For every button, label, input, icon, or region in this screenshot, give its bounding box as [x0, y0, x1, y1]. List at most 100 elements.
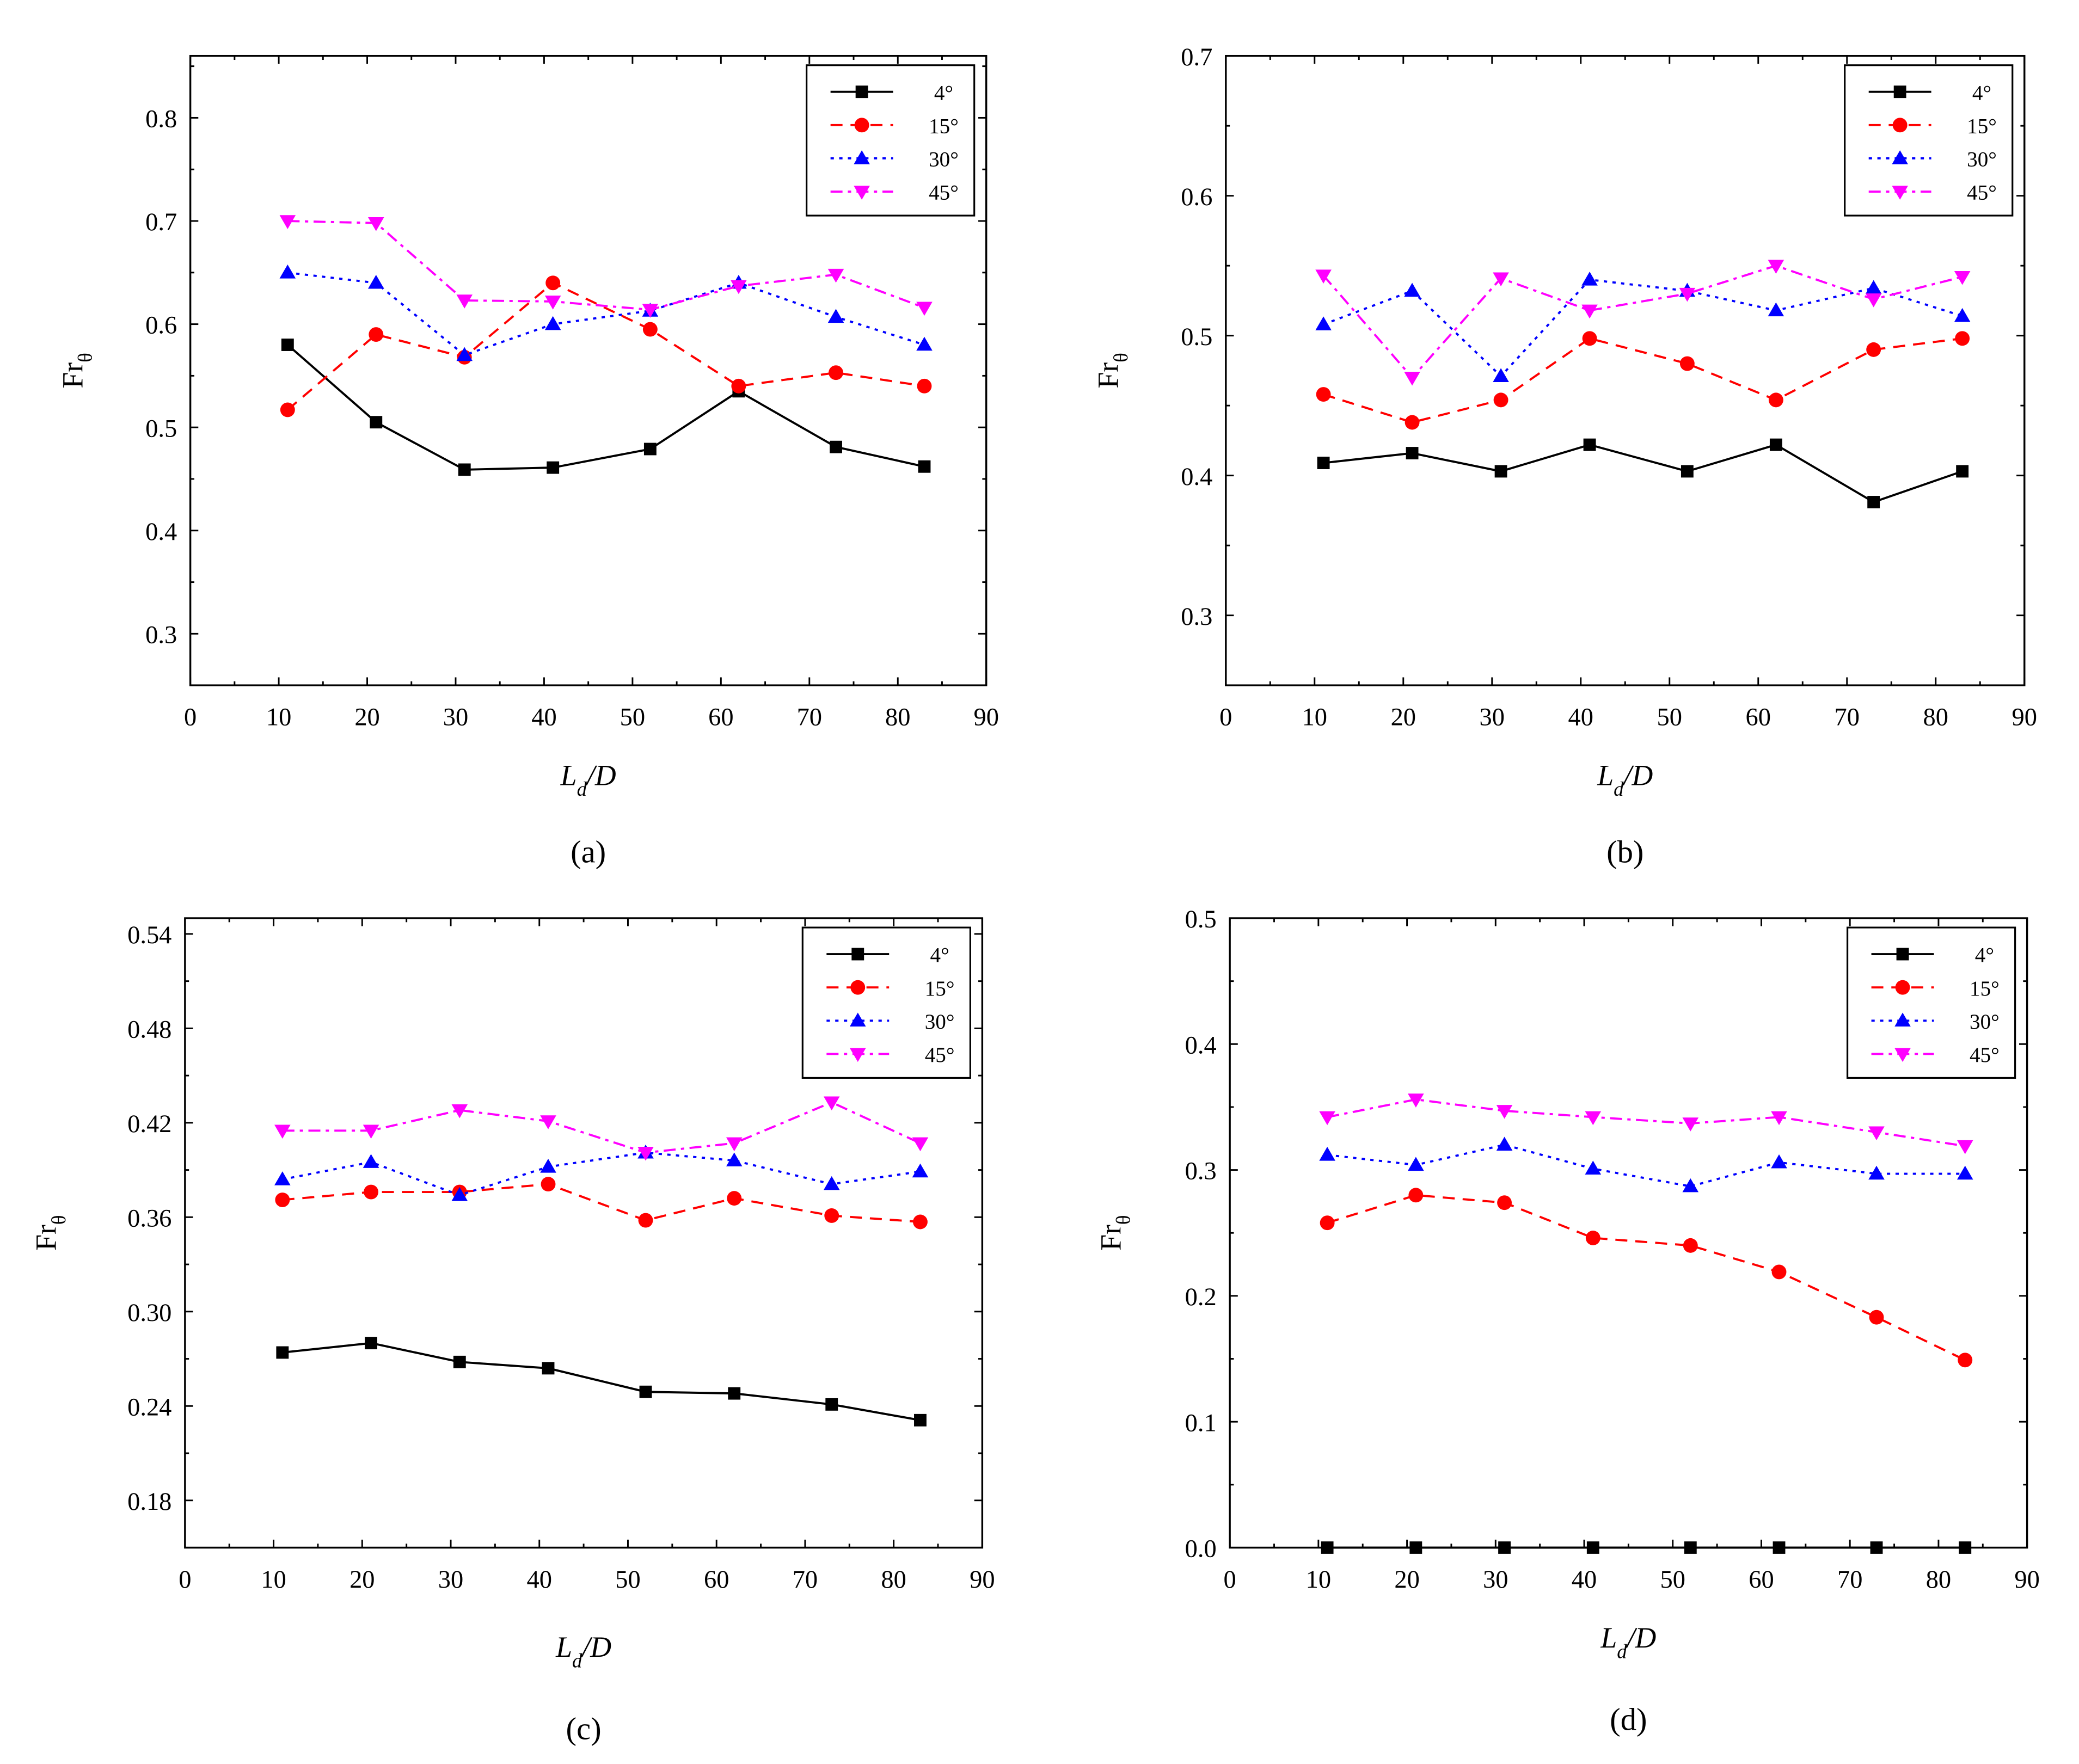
data-point [280, 402, 295, 417]
data-point [913, 1214, 928, 1230]
legend-label: 30° [925, 1010, 955, 1034]
data-point [542, 1362, 555, 1375]
x-tick-label: 10 [1306, 1566, 1331, 1594]
x-tick-label: 70 [1837, 1566, 1862, 1594]
legend-label: 15° [1970, 977, 2000, 1000]
x-tick-label: 80 [1923, 703, 1948, 731]
x-tick-label: 50 [1660, 1566, 1685, 1594]
data-point [731, 280, 747, 294]
data-point [728, 1387, 741, 1400]
data-point [1493, 272, 1509, 287]
data-point [456, 347, 473, 361]
data-point [1769, 438, 1782, 451]
series-4 [279, 215, 933, 318]
chart-panel-2: 0 10 20 30 40 50 60 70 80 90 0.3 0.4 0.5 0.6 0.7 Ld/D Fr… [1092, 44, 2037, 870]
data-point [1404, 282, 1420, 297]
x-tick-label: 80 [881, 1566, 906, 1594]
series-1 [281, 339, 931, 476]
x-axis-title: Ld/D [560, 759, 616, 801]
series-line [282, 1151, 921, 1196]
data-point [1496, 1105, 1513, 1119]
x-tick-label: 80 [885, 703, 910, 731]
x-tick-label: 90 [2012, 703, 2037, 731]
data-point [1585, 1111, 1602, 1126]
data-point [824, 1208, 839, 1223]
data-point [1865, 280, 1882, 294]
chart-panel-1: 0 10 20 30 40 50 60 70 80 90 0.3 0.4 0.5 0.6 0.7 0.8 Ld/… [57, 54, 999, 869]
data-point [279, 215, 296, 229]
data-point [1771, 1264, 1787, 1280]
series-1 [276, 1337, 927, 1427]
series-2 [275, 1177, 928, 1230]
x-tick-label: 30 [1480, 703, 1505, 731]
x-tick-label: 60 [708, 703, 733, 731]
data-point [1958, 1353, 1973, 1368]
series-2 [280, 275, 932, 417]
data-point [638, 1213, 653, 1228]
data-point [1319, 1147, 1335, 1161]
data-point [1956, 465, 1969, 478]
data-point [825, 1398, 838, 1411]
data-point [1682, 1178, 1699, 1193]
series-4 [1319, 1093, 1973, 1154]
data-point [1868, 1126, 1885, 1140]
data-point [827, 268, 844, 283]
series-line [1322, 265, 1963, 379]
data-point [367, 217, 384, 231]
data-point [637, 1147, 654, 1161]
data-point [1321, 1541, 1334, 1554]
y-tick-label: 0.7 [1181, 44, 1212, 71]
legend-label: 45° [1967, 181, 1997, 205]
legend-box [806, 64, 976, 217]
legend-marker [851, 948, 864, 961]
data-point [1320, 1215, 1335, 1231]
legend-label: 45° [925, 1043, 955, 1067]
data-point [1679, 356, 1695, 371]
legend-label: 15° [929, 114, 959, 138]
data-point [1955, 331, 1970, 346]
data-point [363, 1124, 379, 1139]
data-point [643, 442, 657, 456]
data-point [540, 1159, 556, 1173]
data-point [1869, 1310, 1884, 1325]
series-line [1327, 1194, 1966, 1361]
x-axis-title: Ld/D [1597, 759, 1653, 801]
data-point [453, 1355, 466, 1368]
data-point [1494, 465, 1507, 478]
data-point [1773, 1541, 1786, 1554]
y-tick-label: 0.4 [1185, 1031, 1217, 1059]
y-tick-label: 0.6 [1181, 183, 1212, 211]
data-point [363, 1154, 379, 1168]
data-point [726, 1152, 743, 1167]
legend-label: 4° [1972, 81, 1991, 105]
x-tick-label: 20 [349, 1566, 375, 1594]
data-point [639, 1385, 652, 1398]
y-tick-label: 0.3 [145, 621, 177, 649]
data-point [1684, 1541, 1697, 1554]
x-tick-label: 90 [2014, 1566, 2039, 1594]
y-tick-label: 0.36 [127, 1204, 171, 1232]
data-point [1865, 293, 1882, 308]
data-point [1585, 1160, 1602, 1175]
data-point [912, 1137, 929, 1152]
legend-label: 30° [1967, 148, 1997, 171]
legend-marker [849, 1048, 866, 1062]
data-point [1868, 1165, 1885, 1180]
series-2 [1316, 331, 1970, 430]
legend-label: 30° [929, 148, 959, 171]
x-tick-label: 20 [1394, 1566, 1419, 1594]
data-point [1315, 269, 1332, 284]
data-point [916, 336, 933, 351]
panel-label: (c) [566, 1711, 602, 1747]
y-tick-label: 0.6 [145, 312, 177, 340]
legend-label: 4° [934, 81, 953, 105]
series-1 [1321, 1541, 1972, 1554]
data-point [364, 1184, 379, 1200]
x-tick-label: 30 [438, 1566, 463, 1594]
legend-marker [1895, 980, 1910, 995]
x-tick-label: 20 [1391, 703, 1416, 731]
legend: 4° 15° 30° 45° [1846, 926, 2016, 1079]
data-point [827, 309, 844, 323]
legend-label: 4° [930, 944, 949, 967]
x-tick-label: 40 [1572, 1566, 1597, 1594]
